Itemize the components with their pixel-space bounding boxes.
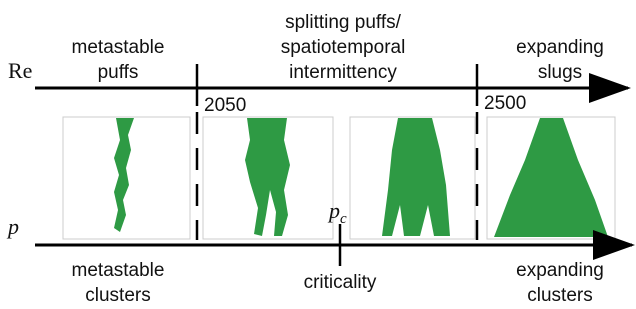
region-label: clusters — [527, 285, 592, 306]
critical-label: pc — [327, 198, 347, 227]
region-label: metastable — [72, 260, 165, 281]
tick-label: 2050 — [204, 95, 246, 116]
region-label: expanding — [516, 260, 604, 281]
region-label: clusters — [85, 285, 150, 306]
subscript: c — [340, 211, 347, 227]
diagram: Re 2050 2500 p pc metastablepuffssplitti… — [0, 0, 636, 309]
region-label: criticality — [304, 272, 377, 293]
tick-label: 2500 — [484, 93, 526, 114]
region-label: metastable — [72, 37, 165, 58]
re-symbol: Re — [8, 58, 32, 83]
region-label: expanding — [516, 37, 604, 58]
region-label: slugs — [538, 62, 582, 83]
symbol: p — [327, 198, 340, 223]
region-label: splitting puffs/ — [285, 12, 402, 33]
region-label: spatiotemporal — [281, 37, 406, 58]
p-symbol: p — [6, 214, 19, 239]
region-label: puffs — [98, 62, 139, 83]
region-label: intermittency — [289, 62, 397, 83]
